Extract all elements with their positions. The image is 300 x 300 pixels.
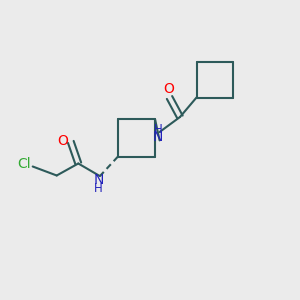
Text: O: O bbox=[164, 82, 174, 96]
Text: H: H bbox=[94, 182, 103, 195]
Text: O: O bbox=[57, 134, 68, 148]
Text: H: H bbox=[154, 122, 163, 136]
Text: N: N bbox=[93, 173, 103, 187]
Text: N: N bbox=[153, 130, 163, 144]
Text: Cl: Cl bbox=[17, 157, 31, 171]
